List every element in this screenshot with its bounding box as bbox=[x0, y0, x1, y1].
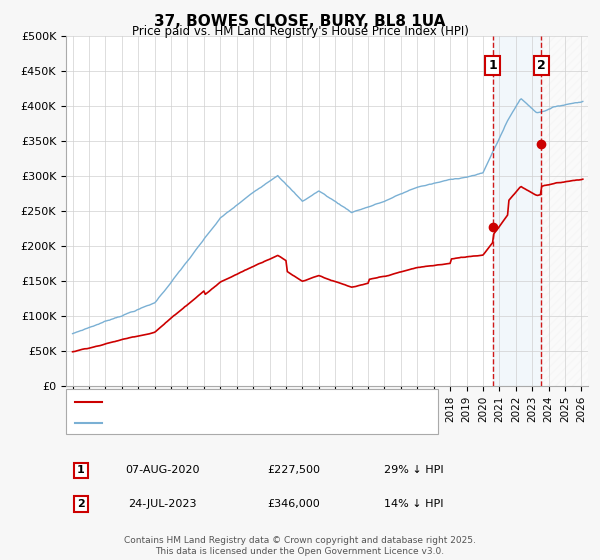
Text: £227,500: £227,500 bbox=[268, 465, 320, 475]
Text: 37, BOWES CLOSE, BURY, BL8 1UA (detached house): 37, BOWES CLOSE, BURY, BL8 1UA (detached… bbox=[108, 396, 383, 407]
Text: 1: 1 bbox=[488, 59, 497, 72]
Bar bbox=[541, 36, 588, 386]
Text: 24-JUL-2023: 24-JUL-2023 bbox=[128, 499, 196, 509]
Text: 2: 2 bbox=[537, 59, 546, 72]
Text: Price paid vs. HM Land Registry's House Price Index (HPI): Price paid vs. HM Land Registry's House … bbox=[131, 25, 469, 38]
Text: HPI: Average price, detached house, Bury: HPI: Average price, detached house, Bury bbox=[108, 418, 325, 428]
Text: 37, BOWES CLOSE, BURY, BL8 1UA: 37, BOWES CLOSE, BURY, BL8 1UA bbox=[154, 14, 446, 29]
Bar bbox=[493, 36, 541, 386]
Text: 29% ↓ HPI: 29% ↓ HPI bbox=[384, 465, 444, 475]
Text: 1: 1 bbox=[77, 465, 85, 475]
Text: Contains HM Land Registry data © Crown copyright and database right 2025.
This d: Contains HM Land Registry data © Crown c… bbox=[124, 536, 476, 556]
Text: 2: 2 bbox=[77, 499, 85, 509]
Text: 14% ↓ HPI: 14% ↓ HPI bbox=[384, 499, 444, 509]
Text: £346,000: £346,000 bbox=[268, 499, 320, 509]
Text: 07-AUG-2020: 07-AUG-2020 bbox=[125, 465, 199, 475]
